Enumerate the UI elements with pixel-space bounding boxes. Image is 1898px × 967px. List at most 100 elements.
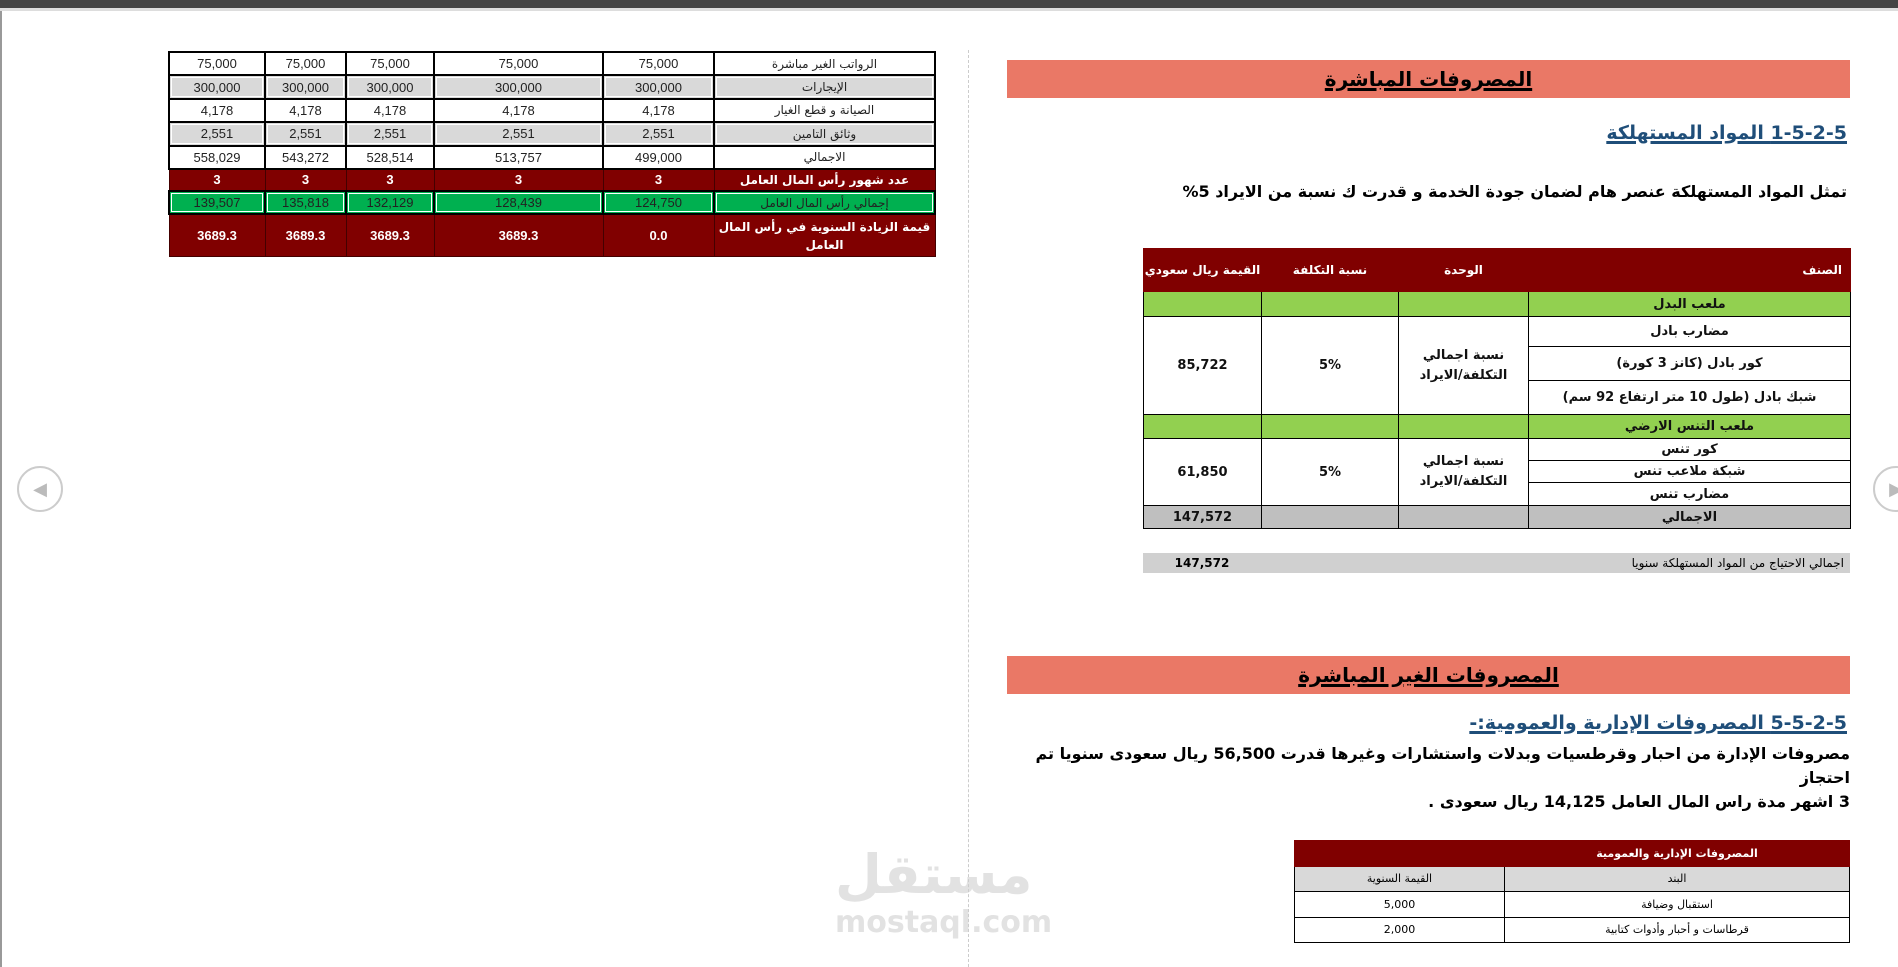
row-value: 128,439 <box>433 189 604 216</box>
row-value: 3 <box>345 168 435 192</box>
row-value: 300,000 <box>264 74 347 100</box>
table-row: الصيانة و قطع الغيار 4,178 4,178 4,178 4,178… <box>168 97 936 124</box>
row-value: 3689.3 <box>264 213 347 257</box>
row-value: 124,750 <box>602 189 715 216</box>
table-row: الإيجارات 300,000 300,000 300,000 300,000 300… <box>168 74 936 100</box>
table-row: قيمة الزيادة السنوية في رأس المال العامل… <box>168 213 936 257</box>
next-page-button[interactable]: ▶ <box>1873 466 1898 512</box>
row-value: 0.0 <box>602 213 715 257</box>
watermark-ar: مستقل <box>835 843 1033 906</box>
row-value: 4,178 <box>602 97 715 124</box>
consumables-summary: اجمالي الاحتياج من المواد المستهلكة سنوي… <box>1143 553 1850 573</box>
row-value: 75,000 <box>264 50 347 77</box>
col-value: القيمة السنوية <box>1294 865 1505 892</box>
row-label: قيمة الزيادة السنوية في رأس المال العامل <box>713 213 936 257</box>
row-value: 3 <box>264 168 347 192</box>
page-divider <box>968 50 969 967</box>
admin-item: استقبال وضيافة <box>1504 891 1850 918</box>
admin-expenses-heading: 5-5-2-5 المصروفات الإدارية والعمومية:- <box>1469 712 1847 734</box>
ratio: 5% <box>1261 438 1399 506</box>
value: 61,850 <box>1143 438 1262 506</box>
row-value: 3689.3 <box>433 213 604 257</box>
item: كور تنس <box>1528 438 1851 461</box>
col-item: البند <box>1504 865 1850 892</box>
admin-expenses-section: مصروفات الإدارة من احبار وقرطسيات وبدلات… <box>1007 742 1850 943</box>
indirect-expenses-title-bar: المصروفات الغير المباشرة <box>1007 656 1850 694</box>
admin-value: 5,000 <box>1294 891 1505 918</box>
row-value: 75,000 <box>345 50 435 77</box>
row-label: الإيجارات <box>713 74 936 100</box>
watermark-en: mostaql.com <box>835 905 1053 940</box>
row-value: 2,551 <box>168 121 266 147</box>
table-row: إجمالي رأس المال العامل 124,750 128,439 132… <box>168 189 936 216</box>
item: شبكة ملاعب تنس <box>1528 460 1851 483</box>
page-edge <box>0 11 2 967</box>
row-value: 75,000 <box>168 50 266 77</box>
row-value: 75,000 <box>602 50 715 77</box>
direct-expenses-title-bar: المصروفات المباشرة <box>1007 60 1850 98</box>
row-label: عدد شهور رأس المال العامل <box>713 168 936 192</box>
header-value: القيمة ريال سعودي <box>1143 248 1262 292</box>
row-value: 3 <box>433 168 604 192</box>
total-label: الاجمالي <box>1528 505 1851 529</box>
row-value: 300,000 <box>345 74 435 100</box>
header-ratio: نسبة التكلفة <box>1261 248 1399 292</box>
row-value: 3 <box>168 168 266 192</box>
row-value: 3689.3 <box>345 213 435 257</box>
row-value: 300,000 <box>433 74 604 100</box>
row-value: 2,551 <box>433 121 604 147</box>
value: 85,722 <box>1143 316 1262 415</box>
row-value: 132,129 <box>345 189 435 216</box>
row-label: إجمالي رأس المال العامل <box>713 189 936 216</box>
admin-item: قرطاسات و أحبار وأدوات كتابية <box>1504 916 1850 943</box>
admin-expenses-line2: 3 اشهر مدة راس المال العامل 14,125 ريال … <box>1428 792 1850 811</box>
admin-expenses-table: المصروفات الإدارية والعمومية البند القيمة… <box>1294 840 1850 943</box>
row-value: 139,507 <box>168 189 266 216</box>
consumables-heading: 1-5-2-5 المواد المستهلكة <box>1606 122 1847 144</box>
row-label: الاجمالي <box>713 144 936 170</box>
mostaql-watermark: مستقل mostaql.com <box>835 843 1053 941</box>
unit: نسبة اجمالي التكلفة/الايراد <box>1398 438 1529 506</box>
admin-value: 2,000 <box>1294 916 1505 943</box>
row-value: 4,178 <box>433 97 604 124</box>
row-value: 3689.3 <box>168 213 266 257</box>
row-value: 543,272 <box>264 144 347 170</box>
row-value: 3 <box>602 168 715 192</box>
table-row: الاجمالي 499,000 513,757 528,514 543,272 558,… <box>168 144 936 170</box>
prev-page-button[interactable]: ◀ <box>17 466 63 512</box>
row-label: الرواتب الغير مباشرة <box>713 50 936 77</box>
group-name: ملعب البدل <box>1528 291 1851 317</box>
row-label: الصيانة و قطع الغيار <box>713 97 936 124</box>
row-value: 135,818 <box>264 189 347 216</box>
row-value: 513,757 <box>433 144 604 170</box>
row-value: 558,029 <box>168 144 266 170</box>
item: شبك بادل (طول 10 متر ارتفاع 92 سم) <box>1528 380 1851 415</box>
header-unit: الوحدة <box>1398 248 1529 292</box>
row-value: 4,178 <box>264 97 347 124</box>
header-category: الصنف <box>1528 248 1851 292</box>
working-capital-table: الرواتب الغير مباشرة 75,000 75,000 75,000 75… <box>168 50 936 257</box>
admin-table-title: المصروفات الإدارية والعمومية <box>1504 840 1850 867</box>
row-value: 528,514 <box>345 144 435 170</box>
indirect-expenses-title: المصروفات الغير المباشرة <box>1298 663 1559 687</box>
row-value: 2,551 <box>345 121 435 147</box>
ratio: 5% <box>1261 316 1399 415</box>
row-value: 300,000 <box>602 74 715 100</box>
row-value: 499,000 <box>602 144 715 170</box>
table-row: الرواتب الغير مباشرة 75,000 75,000 75,000 75… <box>168 50 936 77</box>
row-value: 300,000 <box>168 74 266 100</box>
table-row: وثائق التامين 2,551 2,551 2,551 2,551 2,551 <box>168 121 936 147</box>
arrow-right-icon: ▶ <box>1889 478 1898 500</box>
summary-label: اجمالي الاحتياج من المواد المستهلكة سنوي… <box>1631 556 1844 570</box>
summary-value: 147,572 <box>1174 556 1230 570</box>
consumables-paragraph: تمثل المواد المستهلكة عنصر هام لضمان جود… <box>1182 182 1847 201</box>
group-name: ملعب التنس الارضي <box>1528 414 1851 439</box>
item: كور بادل (كانز 3 كورة) <box>1528 346 1851 381</box>
consumables-table: الصنف الوحدة نسبة التكلفة القيمة ريال سع… <box>1143 248 1851 529</box>
viewer-top-bar <box>0 0 1898 11</box>
admin-expenses-line1: مصروفات الإدارة من احبار وقرطسيات وبدلات… <box>1035 744 1850 787</box>
row-value: 4,178 <box>168 97 266 124</box>
row-value: 2,551 <box>264 121 347 147</box>
unit: نسبة اجمالي التكلفة/الايراد <box>1398 316 1529 415</box>
item: مضارب تنس <box>1528 482 1851 506</box>
